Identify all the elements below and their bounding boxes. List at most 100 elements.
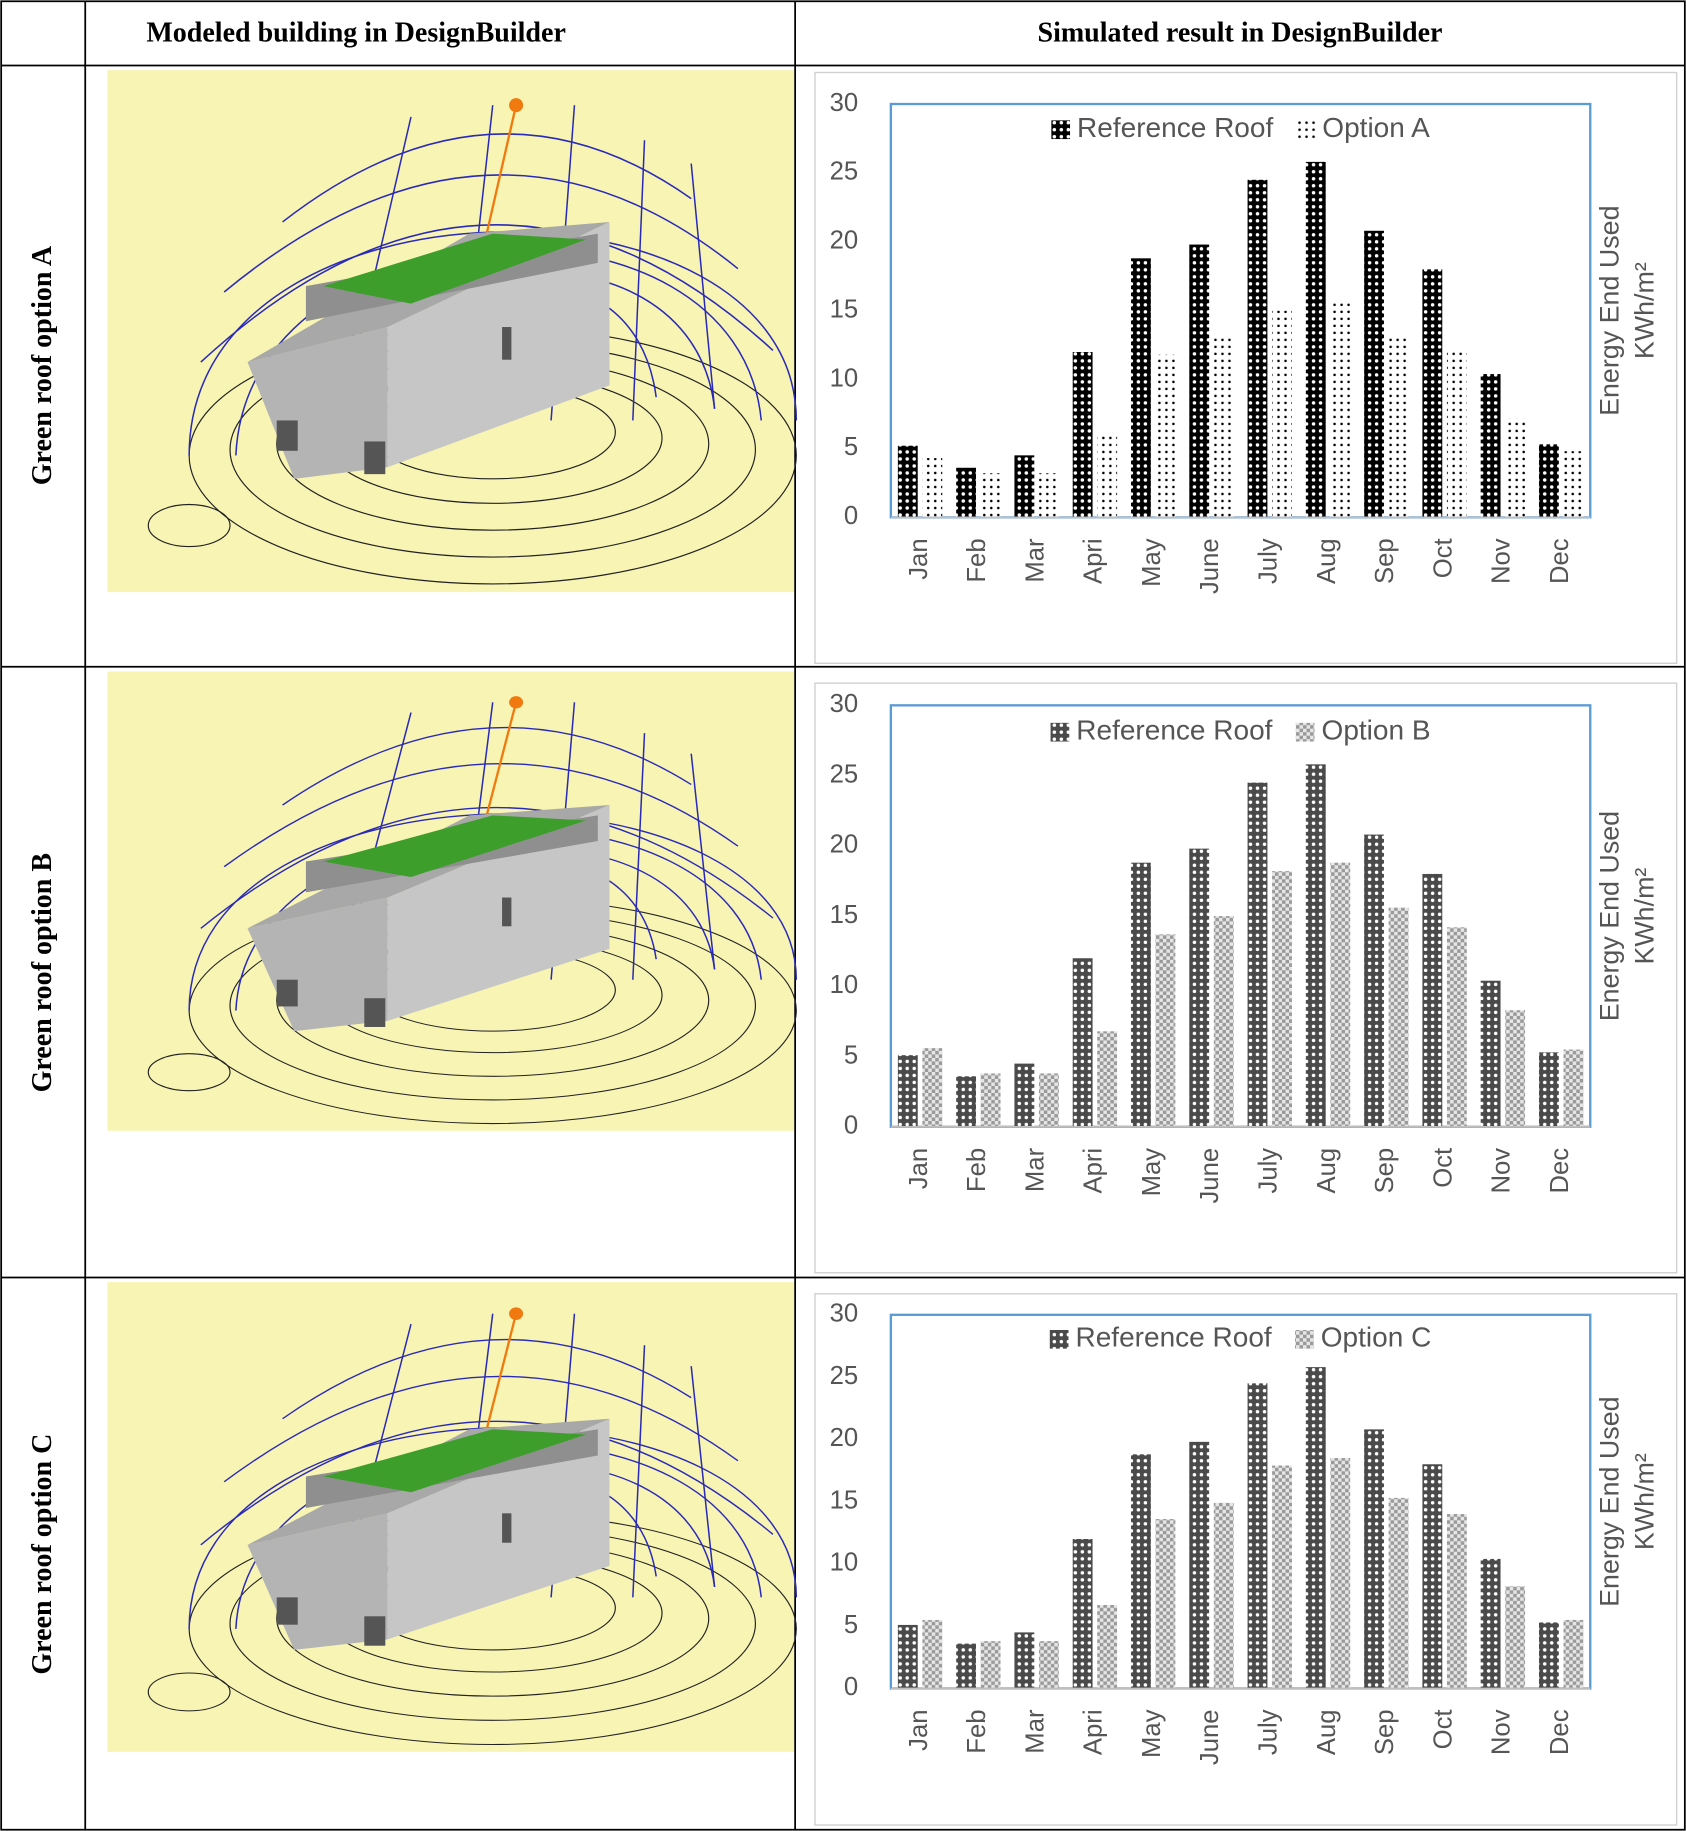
bar (1038, 473, 1059, 518)
bar (1038, 1073, 1059, 1127)
bar (1097, 1031, 1118, 1127)
bar (1330, 1458, 1351, 1689)
bar (1480, 1558, 1501, 1689)
y-tick-label: 20 (830, 227, 859, 255)
chart-frame (814, 71, 1678, 665)
x-tick-label: July (1254, 1709, 1282, 1755)
y-axis-label: KWh/m² (1629, 262, 1659, 359)
y-tick-label: 10 (830, 971, 859, 999)
legend-marker (1295, 722, 1315, 742)
bar (1364, 834, 1384, 1127)
bar (1563, 451, 1584, 518)
bar (1072, 352, 1093, 518)
y-tick-label: 0 (844, 502, 858, 530)
y-tick-label: 25 (830, 760, 859, 788)
bar (1131, 862, 1151, 1127)
legend-label: Option C (1321, 1322, 1432, 1353)
y-tick-label: 0 (844, 1673, 858, 1701)
x-tick-label: Jan (905, 1148, 933, 1189)
bar (1247, 782, 1268, 1127)
x-tick-label: Sep (1371, 1148, 1399, 1194)
bar (1330, 862, 1351, 1127)
bar (1272, 310, 1292, 518)
bar (1538, 1052, 1559, 1127)
x-tick-label: Sep (1371, 538, 1399, 584)
legend-marker (1051, 120, 1071, 140)
bar (1072, 1538, 1093, 1689)
x-tick-label: Feb (963, 1148, 991, 1192)
x-tick-label: Jan (905, 1709, 933, 1750)
bar (1131, 1454, 1151, 1689)
x-tick-label: Nov (1488, 1709, 1516, 1755)
x-tick-label: June (1196, 538, 1224, 594)
bar (1422, 269, 1443, 518)
x-tick-label: Nov (1488, 538, 1516, 584)
bar (1422, 1464, 1443, 1689)
x-tick-label: June (1196, 1709, 1224, 1765)
bar (1446, 1514, 1467, 1689)
bar (1505, 1586, 1526, 1689)
x-tick-label: Nov (1488, 1148, 1516, 1194)
bar (1563, 1619, 1584, 1689)
x-tick-label: Dec (1546, 538, 1574, 584)
bar (1538, 1622, 1559, 1689)
x-tick-label: Feb (963, 1709, 991, 1753)
x-tick-label: Jan (905, 538, 933, 579)
y-tick-label: 30 (830, 89, 859, 117)
x-tick-label: Aug (1313, 1148, 1341, 1194)
y-tick-label: 15 (830, 1486, 859, 1514)
x-tick-label: Mar (1021, 1147, 1049, 1192)
bar (1155, 1519, 1176, 1689)
x-tick-label: July (1254, 538, 1282, 584)
y-tick-label: 25 (830, 1362, 859, 1390)
bar (1305, 161, 1326, 518)
bar (897, 1055, 918, 1127)
bar (1480, 374, 1501, 518)
bar (1480, 980, 1501, 1127)
x-tick-label: Dec (1546, 1709, 1574, 1755)
bar (1272, 1465, 1292, 1689)
x-tick-label: Aug (1313, 538, 1341, 584)
bar (897, 1624, 918, 1689)
bar (1388, 907, 1409, 1127)
bar (1538, 444, 1559, 518)
x-tick-label: Mar (1021, 1709, 1049, 1754)
header: Simulated result in DesignBuilder (1037, 18, 1442, 49)
x-tick-label: Oct (1429, 538, 1457, 578)
bar (1272, 871, 1292, 1127)
chart-frame (814, 682, 1678, 1274)
legend-label: Reference Roof (1077, 112, 1273, 143)
bar (956, 1643, 977, 1689)
bar (1155, 354, 1176, 518)
bar (1505, 418, 1526, 518)
row-label: Green roof option C (27, 1434, 58, 1675)
bar (1505, 1010, 1526, 1127)
bar (922, 458, 943, 518)
chart-frame (814, 1293, 1678, 1826)
row-label: Green roof option B (27, 853, 58, 1092)
bar (1213, 338, 1234, 518)
y-tick-label: 5 (844, 433, 858, 461)
legend-marker (1295, 1329, 1314, 1349)
bar (1388, 336, 1409, 518)
bar (1131, 258, 1151, 518)
bar (1305, 1367, 1326, 1689)
bar (1038, 1641, 1059, 1689)
bar (1330, 301, 1351, 518)
bar (1097, 1605, 1118, 1689)
y-tick-label: 30 (830, 1300, 859, 1328)
legend-label: Option B (1322, 715, 1431, 746)
y-tick-label: 0 (844, 1112, 858, 1140)
bar (1563, 1049, 1584, 1127)
bar (1388, 1497, 1409, 1689)
y-tick-label: 10 (830, 1549, 859, 1577)
x-tick-label: Mar (1021, 538, 1049, 583)
legend-label: Option A (1322, 112, 1430, 143)
legend-marker (1049, 1329, 1069, 1349)
x-tick-label: Oct (1429, 1709, 1457, 1749)
x-tick-label: Sep (1371, 1709, 1399, 1755)
bar (956, 1076, 977, 1127)
legend-marker (1050, 722, 1070, 742)
x-tick-label: Aug (1313, 1709, 1341, 1755)
